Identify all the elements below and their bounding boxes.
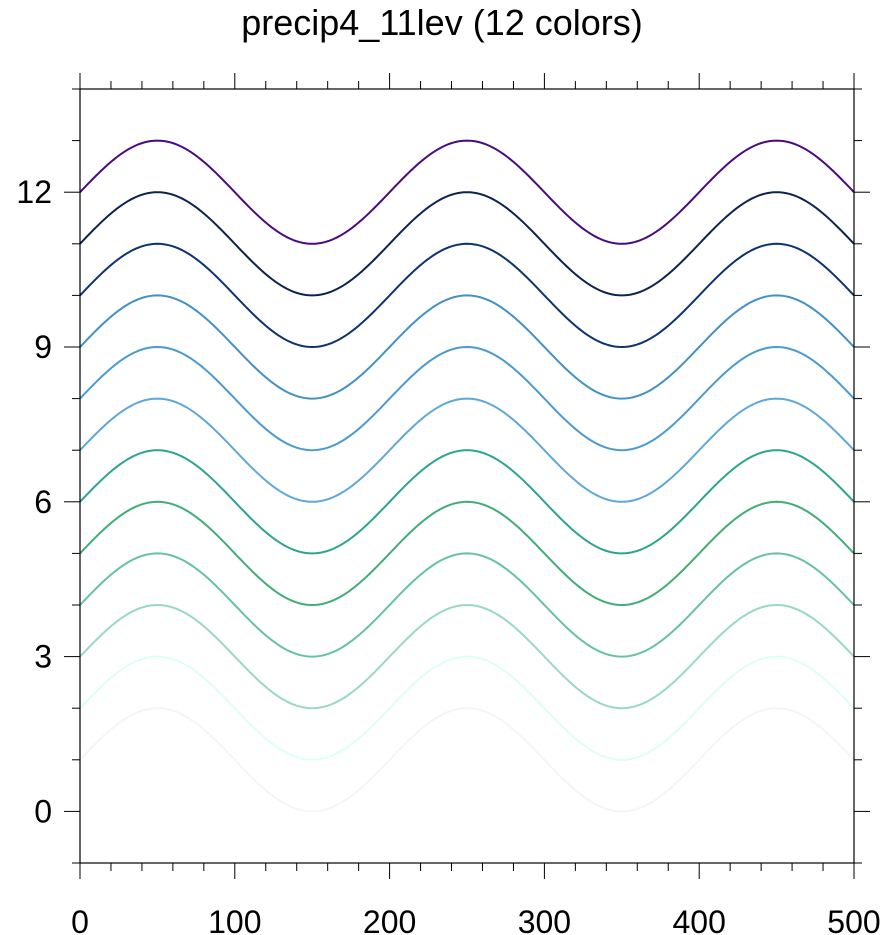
series-line-3 — [79, 603, 855, 710]
series-line-1 — [79, 707, 855, 813]
y-tick-label: 0 — [34, 793, 52, 829]
series-line-9 — [79, 294, 855, 400]
series-line-12 — [79, 139, 855, 245]
y-tick-label: 3 — [34, 639, 52, 675]
x-tick-label: 500 — [827, 904, 880, 935]
x-tick-label: 100 — [208, 904, 261, 935]
series-line-6 — [79, 449, 855, 555]
series-line-5 — [79, 500, 855, 607]
y-tick-label: 12 — [16, 174, 52, 210]
series-line-4 — [79, 552, 855, 658]
y-tick-label: 6 — [34, 484, 52, 520]
y-tick-label: 9 — [34, 329, 52, 365]
x-tick-label: 400 — [673, 904, 726, 935]
series-line-7 — [79, 397, 855, 503]
chart-title: precip4_11lev (12 colors) — [241, 2, 643, 43]
series-line-11 — [79, 191, 855, 297]
x-tick-label: 0 — [71, 904, 89, 935]
plot-frame — [79, 88, 855, 864]
series-line-8 — [79, 345, 855, 452]
series-line-2 — [79, 655, 855, 761]
x-tick-label: 200 — [363, 904, 416, 935]
series-line-10 — [79, 242, 855, 349]
x-tick-label: 300 — [518, 904, 571, 935]
